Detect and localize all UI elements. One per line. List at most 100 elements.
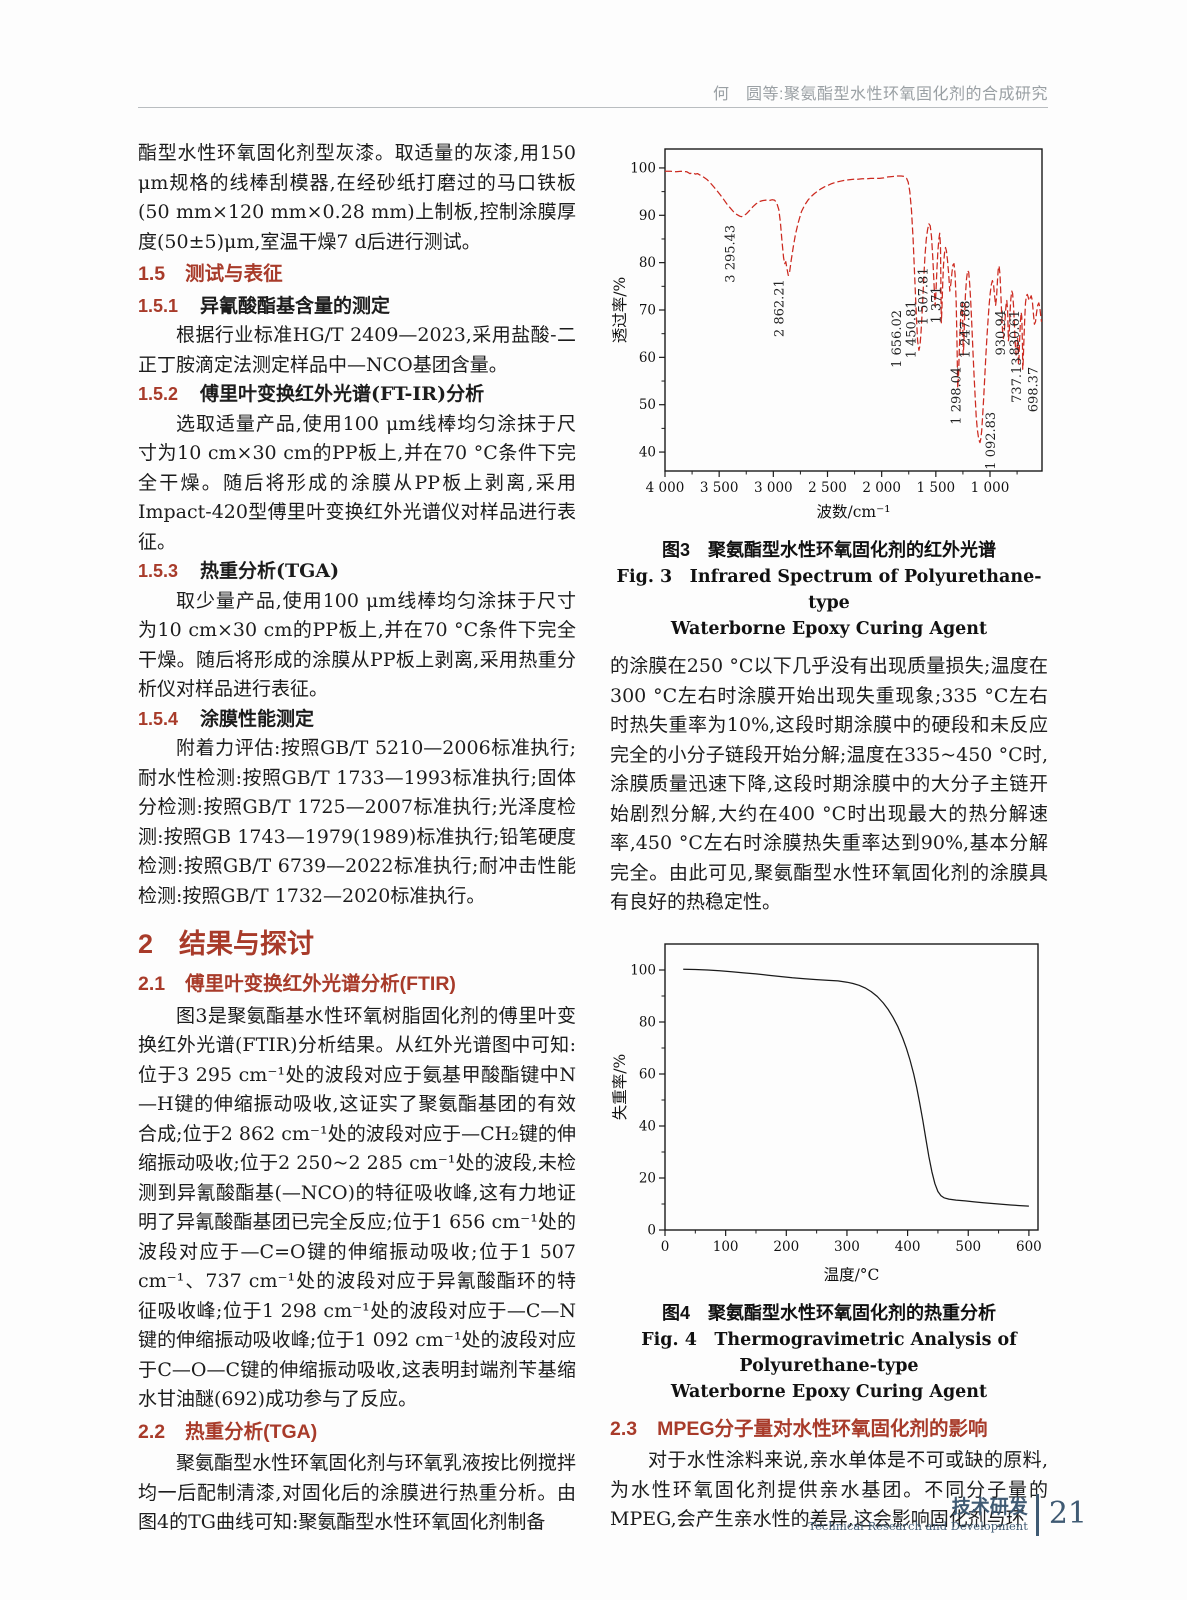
figure-4: 0 100 200 300 400 500 600 0 20 40 60 80 100 温度/°C 失重率/… [610,932,1048,1405]
y-tick-label: 70 [639,303,656,319]
section-title: MPEG分子量对水性环氧固化剂的影响 [657,1417,988,1440]
section-heading-1-5-4: 1.5.4 涂膜性能测定 [138,705,576,735]
section-number: 1.5 [138,263,166,285]
paragraph-1-5-3: 取少量产品,使用100 μm线棒均匀涂抹于尺寸为10 cm×30 cm的PP板上… [138,589,576,701]
figure-3-caption-en-line2: Waterborne Epoxy Curing Agent [670,619,988,639]
x-axis-label: 波数/cm⁻¹ [817,503,891,521]
peak-wavenumber-label: 1 247.88 [958,301,973,359]
paragraph-2-2: 聚氨酯型水性环氧固化剂与环氧乳液按比例搅拌均一后配制清漆,对固化后的涂膜进行热重… [138,1452,576,1533]
section-heading-1-5-1: 1.5.1 异氰酸酯基含量的测定 [138,292,576,322]
x-tick-label: 600 [1016,1239,1042,1255]
y-axis-label: 失重率/% [611,1053,629,1119]
running-header: 何 圆等:聚氨酯型水性环氧固化剂的合成研究 [138,80,1048,104]
peak-wavenumber-label: 1 298.04 [949,367,964,425]
plot-frame [664,942,1039,1231]
figure-4-caption: 图4 聚氨酯型水性环氧固化剂的热重分析 Fig. 4 Thermogravime… [610,1300,1048,1405]
x-tick-label: 100 [713,1239,739,1255]
paragraph-2-3: 对于水性涂料来说,亲水单体是不可或缺的原料,为水性环氧固化剂提供亲水基团。不同分… [610,1449,1048,1530]
x-tick-label: 2 000 [862,480,901,496]
section-title: 傅里叶变换红外光谱(FT-IR)分析 [200,383,485,405]
peak-wavenumber-label: 2 862.21 [773,279,788,337]
peak-wavenumber-label: 1 507.81 [917,267,932,325]
footer-labels: 技术研发 Technical Research and Development [808,1497,1027,1534]
x-tick-label: 300 [834,1239,860,1255]
section-title: 异氰酸酯基含量的测定 [200,294,391,317]
paragraph-intro: 酯型水性环氧固化剂型灰漆。取适量的灰漆,用150 μm规格的线棒刮模器,在经砂纸… [138,142,576,253]
x-tick-label: 1 500 [917,480,956,496]
plot-frame [664,148,1043,472]
y-tick-label: 40 [639,445,656,461]
ftir-spectrum-curve [665,170,1043,444]
section-number: 1.5.2 [138,384,179,404]
paragraph-1-5-1: 根据行业标准HG/T 2409—2023,采用盐酸-二正丁胺滴定法测定样品中—N… [138,324,576,376]
right-column: 4 000 3 500 3 000 2 500 2 000 1 500 1 000 40 50 6… [610,139,1048,1535]
paragraph-1-5-2: 选取适量产品,使用100 μm线棒均匀涂抹于尺寸为10 cm×30 cm的PP板… [138,412,576,553]
y-tick-label: 50 [639,397,656,413]
section-number: 2.2 [138,1420,166,1443]
figure-3-caption-zh: 图3 聚氨酯型水性环氧固化剂的红外光谱 [661,540,996,560]
figure-3-caption: 图3 聚氨酯型水性环氧固化剂的红外光谱 Fig. 3 Infrared Spec… [610,537,1048,642]
section-number: 1.5.4 [138,708,179,729]
section-number: 2 [138,929,154,959]
left-column: 酯型水性环氧固化剂型灰漆。取适量的灰漆,用150 μm规格的线棒刮模器,在经砂纸… [138,139,576,1538]
peak-wavenumber-label: 930.94 [994,310,1009,356]
footer-section-zh: 技术研发 [951,1496,1028,1518]
section-heading-2-1: 2.1 傅里叶变换红外光谱分析(FTIR) [138,970,576,1000]
section-number: 1.5.1 [138,295,179,316]
y-tick-label: 100 [630,962,656,978]
peak-wavenumber-label: 1 450.81 [905,301,920,359]
y-tick-label: 40 [639,1118,656,1134]
section-number: 2.3 [610,1417,638,1440]
page-number: 21 [1048,1495,1087,1531]
x-tick-label: 4 000 [646,480,685,496]
section-title: 热重分析(TGA) [200,560,340,582]
peak-wavenumber-label: 1 092.83 [984,412,999,470]
section-heading-2: 2 结果与探讨 [138,927,576,961]
peak-wavenumber-label: 1 371 [930,286,945,323]
tga-chart: 0 100 200 300 400 500 600 0 20 40 60 80 100 温度/°C 失重率/… [611,942,1042,1284]
section-title: 涂膜性能测定 [200,707,315,730]
x-tick-label: 1 000 [971,480,1010,496]
peak-wavenumber-label: 698.37 [1027,367,1042,413]
footer-section-en: Technical Research and Development [808,1518,1028,1533]
tg-curve [683,968,1029,1207]
paragraph-1-5-4: 附着力评估:按照GB/T 5210—2006标准执行;耐水性检测:按照GB/T … [138,737,576,907]
running-header-text: 何 圆等:聚氨酯型水性环氧固化剂的合成研究 [713,86,1048,103]
y-tick-label: 100 [630,160,656,176]
ftir-chart: 4 000 3 500 3 000 2 500 2 000 1 500 1 000 40 50 6… [611,148,1043,521]
x-tick-label: 200 [773,1239,799,1255]
y-tick-label: 80 [639,1014,656,1030]
x-axis-label: 温度/°C [824,1266,880,1284]
peak-wavenumber-label: 1 656.02 [890,310,905,368]
section-heading-2-3: 2.3 MPEG分子量对水性环氧固化剂的影响 [610,1415,1048,1445]
paragraph-tga-discussion: 的涂膜在250 °C以下几乎没有出现质量损失;温度在300 °C左右时涂膜开始出… [610,655,1048,913]
section-number: 2.1 [138,973,166,995]
paragraph-2-1: 图3是聚氨酯基水性环氧树脂固化剂的傅里叶变换红外光谱(FTIR)分析结果。从红外… [138,1004,576,1411]
figure-3: 4 000 3 500 3 000 2 500 2 000 1 500 1 000 40 50 6… [610,139,1048,642]
section-heading-2-2: 2.2 热重分析(TGA) [138,1418,576,1448]
x-tick-label: 500 [955,1239,981,1255]
y-tick-label: 60 [639,1066,656,1082]
figure-4-caption-zh: 图4 聚氨酯型水性环氧固化剂的热重分析 [661,1302,996,1323]
y-axis-label: 透过率/% [611,277,629,343]
section-number: 1.5.3 [138,561,179,581]
header-rule [138,107,1048,108]
x-tick-label: 2 500 [808,480,847,496]
section-title: 测试与表征 [185,263,283,285]
figure-3-caption-en-line1: Fig. 3 Infrared Spectrum of Polyurethane… [616,567,1042,613]
peak-wavenumber-label: 737.13 [1010,357,1025,403]
x-tick-label: 400 [895,1239,921,1255]
y-tick-label: 90 [639,208,656,224]
y-tick-label: 80 [639,255,656,271]
section-title: 结果与探讨 [179,929,315,959]
x-tick-label: 3 500 [700,480,739,496]
section-title: 傅里叶变换红外光谱分析(FTIR) [185,973,456,995]
peak-wavenumber-label: 3 295.43 [723,225,738,283]
footer-divider [1035,1494,1039,1536]
section-heading-1-5-3: 1.5.3 热重分析(TGA) [138,557,576,587]
page-footer: 技术研发 Technical Research and Development … [808,1494,1087,1536]
section-title: 热重分析(TGA) [185,1420,318,1443]
y-tick-label: 0 [647,1222,656,1238]
figure-4-caption-en-line2: Waterborne Epoxy Curing Agent [670,1381,988,1402]
